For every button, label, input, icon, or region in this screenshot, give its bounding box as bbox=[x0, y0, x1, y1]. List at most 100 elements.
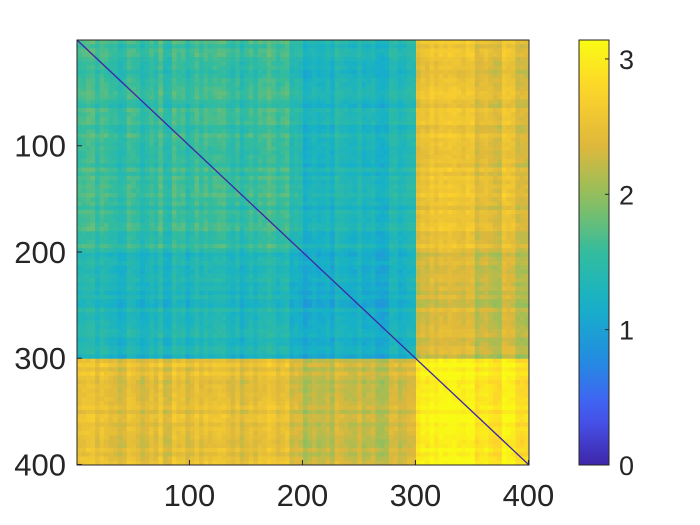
heatmap-cell bbox=[334, 61, 340, 66]
heatmap-cell bbox=[131, 99, 137, 105]
heatmap-cell bbox=[497, 108, 503, 113]
heatmap-cell bbox=[239, 154, 245, 160]
heatmap-cell bbox=[524, 57, 530, 62]
heatmap-cell bbox=[257, 69, 263, 75]
heatmap-cell bbox=[429, 197, 435, 202]
heatmap-cell bbox=[99, 52, 105, 58]
heatmap-cell bbox=[194, 239, 200, 245]
heatmap-cell bbox=[325, 44, 331, 49]
heatmap-cell bbox=[303, 65, 308, 71]
heatmap-cell bbox=[108, 125, 114, 130]
heatmap-cell bbox=[113, 214, 119, 219]
heatmap-cell bbox=[379, 227, 385, 232]
heatmap-cell bbox=[99, 120, 105, 126]
heatmap-cell bbox=[90, 244, 96, 249]
heatmap-cell bbox=[244, 133, 250, 139]
heatmap-cell bbox=[289, 146, 295, 151]
heatmap-cell bbox=[108, 171, 114, 177]
heatmap-cell bbox=[497, 150, 503, 156]
heatmap-cell bbox=[406, 201, 412, 207]
heatmap-cell bbox=[180, 48, 186, 54]
heatmap-cell bbox=[262, 129, 268, 134]
heatmap-cell bbox=[81, 235, 87, 241]
heatmap-cell bbox=[289, 205, 295, 211]
heatmap-cell bbox=[280, 116, 286, 122]
heatmap-cell bbox=[171, 65, 177, 71]
heatmap-cell bbox=[384, 61, 390, 66]
heatmap-cell bbox=[257, 180, 263, 185]
heatmap-cell bbox=[131, 40, 137, 45]
heatmap-cell bbox=[519, 99, 525, 105]
heatmap-cell bbox=[479, 218, 485, 224]
heatmap-cell bbox=[86, 244, 91, 249]
heatmap-cell bbox=[465, 235, 471, 241]
heatmap-cell bbox=[501, 197, 507, 202]
heatmap-cell bbox=[86, 125, 91, 130]
heatmap-cell bbox=[212, 159, 218, 164]
heatmap-cell bbox=[230, 61, 236, 66]
heatmap-cell bbox=[303, 248, 308, 253]
heatmap-cell bbox=[140, 214, 146, 219]
heatmap-cell bbox=[443, 222, 449, 228]
heatmap-cell bbox=[266, 146, 272, 151]
heatmap-cell bbox=[176, 205, 182, 211]
heatmap-cell bbox=[77, 163, 82, 168]
heatmap-cell bbox=[330, 52, 336, 58]
heatmap-cell bbox=[153, 137, 159, 143]
heatmap-cell bbox=[321, 112, 326, 117]
heatmap-cell bbox=[221, 154, 227, 160]
heatmap-cell bbox=[411, 222, 417, 228]
heatmap-cell bbox=[465, 188, 471, 194]
heatmap-cell bbox=[425, 78, 430, 83]
heatmap-cell bbox=[488, 103, 494, 109]
heatmap-cell bbox=[117, 244, 123, 249]
heatmap-cell bbox=[86, 103, 91, 109]
heatmap-cell bbox=[375, 103, 381, 109]
heatmap-cell bbox=[108, 227, 114, 232]
heatmap-cell bbox=[108, 235, 114, 241]
heatmap-cell bbox=[330, 150, 336, 156]
heatmap-cell bbox=[262, 99, 268, 105]
heatmap-cell bbox=[339, 231, 345, 236]
heatmap-cell bbox=[90, 227, 96, 232]
heatmap-cell bbox=[339, 146, 345, 151]
heatmap-cell bbox=[393, 137, 399, 143]
heatmap-cell bbox=[357, 193, 363, 198]
heatmap-cell bbox=[90, 108, 96, 113]
heatmap-cell bbox=[257, 78, 263, 83]
heatmap-cell bbox=[357, 48, 363, 54]
heatmap-cell bbox=[113, 61, 119, 66]
heatmap-cell bbox=[190, 142, 195, 147]
heatmap-cell bbox=[483, 99, 489, 105]
heatmap-cell bbox=[212, 86, 218, 92]
heatmap-cell bbox=[203, 231, 209, 236]
heatmap-cell bbox=[135, 86, 141, 92]
heatmap-cell bbox=[366, 95, 372, 100]
heatmap-cell bbox=[343, 222, 349, 228]
heatmap-cell bbox=[524, 82, 530, 88]
heatmap-cell bbox=[379, 205, 385, 211]
heatmap-cell bbox=[370, 86, 376, 92]
heatmap-cell bbox=[519, 197, 525, 202]
heatmap-cell bbox=[126, 184, 132, 190]
heatmap-cell bbox=[443, 133, 449, 139]
heatmap-cell bbox=[90, 205, 96, 211]
heatmap-cell bbox=[479, 197, 485, 202]
heatmap-cell bbox=[321, 57, 326, 62]
heatmap-cell bbox=[217, 86, 223, 92]
heatmap-cell bbox=[519, 57, 525, 62]
heatmap-cell bbox=[194, 210, 200, 215]
heatmap-cell bbox=[357, 154, 363, 160]
heatmap-cell bbox=[316, 95, 322, 100]
heatmap-cell bbox=[375, 244, 381, 249]
heatmap-cell bbox=[519, 201, 525, 207]
heatmap-cell bbox=[271, 150, 277, 156]
heatmap-cell bbox=[506, 163, 512, 168]
heatmap-cell bbox=[452, 65, 458, 71]
heatmap-cell bbox=[393, 103, 399, 109]
heatmap-cell bbox=[117, 69, 123, 75]
heatmap-cell bbox=[447, 52, 453, 58]
heatmap-cell bbox=[217, 231, 223, 236]
heatmap-cell bbox=[361, 44, 367, 49]
heatmap-cell bbox=[199, 52, 204, 58]
